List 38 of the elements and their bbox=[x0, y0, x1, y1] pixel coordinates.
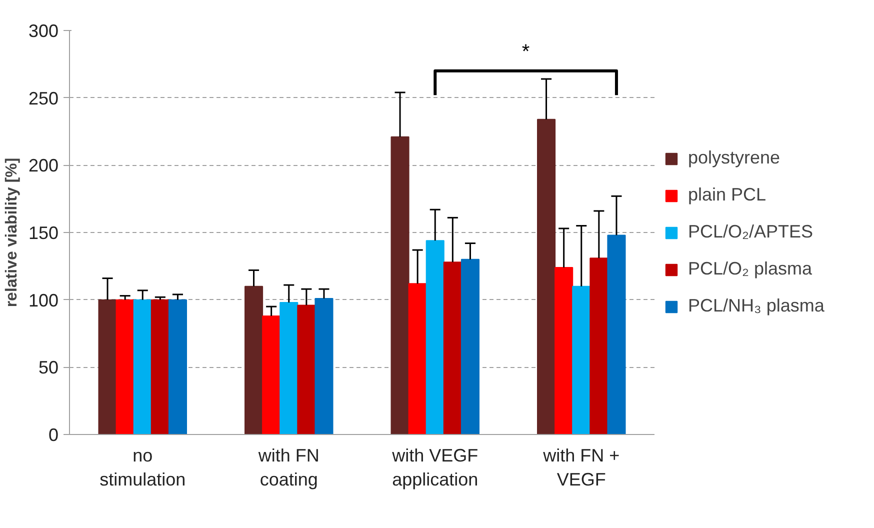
y-tick-label: 100 bbox=[28, 290, 59, 310]
x-tick-label: with FN + VEGF bbox=[542, 446, 620, 490]
y-tick-label: 150 bbox=[28, 223, 59, 243]
bar bbox=[572, 286, 591, 434]
bar bbox=[408, 283, 427, 434]
bar bbox=[390, 136, 410, 434]
y-axis-title: relative viability [%] bbox=[3, 158, 20, 308]
x-tick-label: with FN coating bbox=[257, 446, 320, 490]
bar bbox=[262, 315, 281, 434]
y-tick-label: 50 bbox=[38, 358, 59, 378]
annotation: * bbox=[522, 40, 530, 63]
legend-label: PCL/NH₃ plasma bbox=[688, 296, 824, 316]
y-tick-label: 200 bbox=[28, 156, 59, 176]
x-tick-label: no stimulation bbox=[100, 446, 186, 490]
bar bbox=[244, 286, 264, 434]
bar bbox=[168, 299, 187, 434]
y-tick-label: 300 bbox=[28, 21, 59, 41]
legend-label: plain PCL bbox=[688, 184, 766, 206]
legend-label: PCL/O₂/APTES bbox=[688, 222, 814, 242]
bar bbox=[314, 298, 334, 434]
bar bbox=[98, 299, 117, 434]
bar bbox=[460, 258, 480, 434]
bar bbox=[590, 258, 608, 434]
bar bbox=[297, 304, 316, 434]
bar bbox=[280, 302, 298, 434]
bar bbox=[426, 240, 444, 434]
legend-label: polystyrene bbox=[688, 148, 780, 168]
bar bbox=[133, 299, 152, 434]
y-tick-label: 0 bbox=[48, 425, 59, 445]
y-tick-label: 250 bbox=[28, 88, 59, 108]
bar bbox=[150, 299, 170, 434]
legend-label: PCL/O₂ plasma bbox=[688, 258, 812, 280]
bar bbox=[607, 234, 626, 434]
bar bbox=[554, 267, 574, 434]
bar bbox=[537, 118, 556, 434]
bar bbox=[116, 299, 134, 434]
bar bbox=[443, 262, 462, 434]
x-tick-label: with VEGF application bbox=[391, 446, 478, 490]
